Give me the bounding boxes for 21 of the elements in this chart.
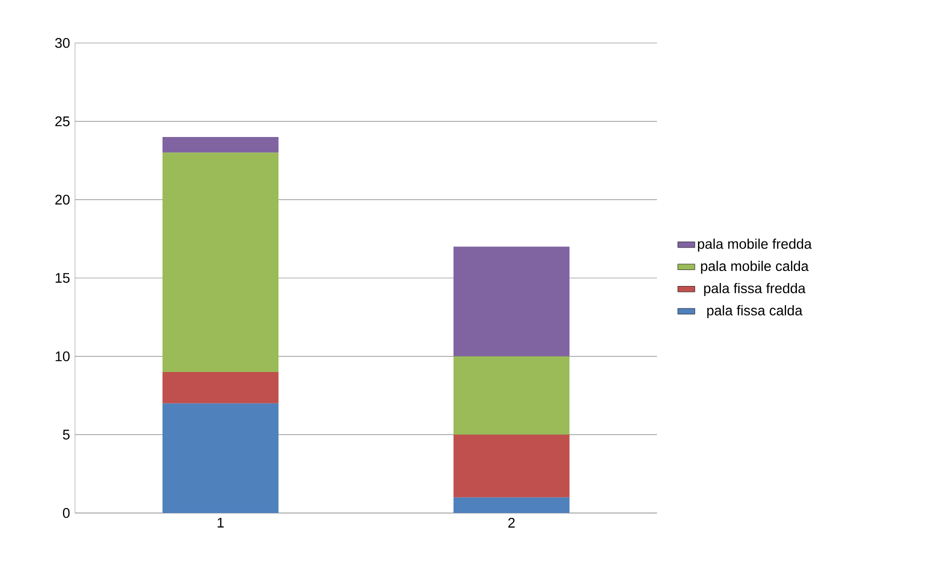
bar (162, 152, 279, 372)
legend-label: pala mobile fredda (698, 238, 812, 252)
legend-label: pala mobile calda (701, 260, 809, 274)
y-tick-label: 5 (62, 430, 70, 440)
bar (162, 136, 279, 153)
bar (454, 356, 570, 435)
bar (162, 403, 279, 513)
y-tick-label: 30 (55, 38, 70, 48)
y-tick-label: 15 (56, 273, 70, 283)
y-tick-label: 25 (55, 116, 70, 126)
x-tick-label: 2 (508, 518, 515, 528)
legend-label: pala fissa fredda (704, 282, 806, 296)
y-tick-label: 0 (62, 508, 70, 518)
y-tick-label: 20 (55, 194, 70, 205)
legend-label: pala fissa calda (707, 305, 802, 318)
bar (454, 246, 570, 356)
bar (454, 497, 570, 513)
bar (454, 434, 570, 498)
bar (162, 372, 279, 404)
x-tick-label: 1 (218, 518, 224, 528)
y-tick-label: 10 (56, 351, 70, 362)
